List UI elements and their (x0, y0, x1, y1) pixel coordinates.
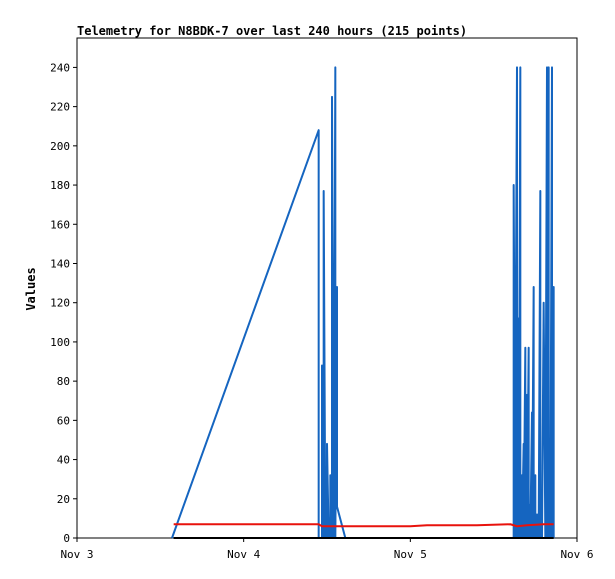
x-tick-label: Nov 3 (60, 548, 93, 561)
y-tick-label: 200 (50, 140, 70, 153)
y-tick-label: 60 (57, 414, 70, 427)
x-tick-label: Nov 6 (560, 548, 593, 561)
series-line-1 (173, 523, 554, 528)
series-layer (171, 66, 555, 539)
y-axis-ticks: 0 20 40 60 80 100 120 140 160 180 200 220 240 (50, 61, 77, 545)
y-tick-label: 0 (63, 532, 70, 545)
series-line-0 (171, 66, 555, 539)
x-tick-label: Nov 4 (227, 548, 260, 561)
y-tick-label: 140 (50, 257, 70, 270)
y-tick-label: 80 (57, 375, 70, 388)
y-tick-label: 160 (50, 218, 70, 231)
y-tick-label: 20 (57, 493, 70, 506)
x-axis-ticks: Nov 3 Nov 4 Nov 5 Nov 6 (60, 538, 594, 561)
y-tick-label: 120 (50, 297, 70, 310)
y-tick-label: 220 (50, 101, 70, 114)
y-tick-label: 40 (57, 454, 70, 467)
chart-title: Telemetry for N8BDK-7 over last 240 hour… (77, 24, 467, 38)
y-tick-label: 240 (50, 61, 70, 74)
y-tick-label: 100 (50, 336, 70, 349)
y-tick-label: 180 (50, 179, 70, 192)
x-tick-label: Nov 5 (394, 548, 427, 561)
y-axis-label: Values (24, 267, 38, 310)
